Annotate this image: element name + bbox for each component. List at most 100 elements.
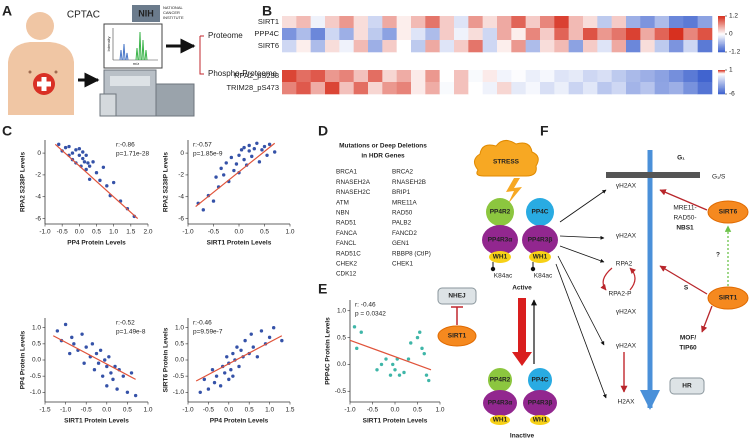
point [397, 373, 402, 377]
panel-label: B [262, 3, 272, 19]
y-axis-label: RPA2 S238P Levels [20, 152, 27, 212]
y-tick-label: 0.5 [337, 334, 346, 341]
point [242, 145, 246, 150]
y-tick-label: -6 [178, 215, 184, 222]
heatmap-cell [511, 70, 526, 83]
heatmap-cell [353, 70, 369, 83]
x-axis-label: PP4 Protein Levels [210, 418, 269, 425]
heatmap-cell [296, 82, 311, 95]
heatmap-cell [669, 82, 684, 95]
heatmap-cell [654, 70, 670, 83]
colorbar-step [718, 82, 725, 84]
x-axis-label: SIRT1 Protein Levels [207, 240, 272, 247]
heatmap-cell [439, 28, 455, 41]
colorbar-step [718, 76, 725, 78]
point [223, 371, 227, 375]
point [384, 357, 388, 361]
diagram-label: PP4R2 [490, 377, 511, 384]
axis-label: Intensity [106, 37, 111, 52]
point [214, 374, 219, 378]
heatmap-cell [468, 70, 483, 83]
heatmap-cell [425, 16, 440, 29]
gene-name: BRCA2 [392, 169, 413, 176]
heatmap-cell [554, 82, 569, 95]
x-tick-label: -0.5 [203, 407, 215, 414]
colorbar-step [718, 85, 725, 87]
diagram-label: WH1 [533, 417, 548, 424]
diagram-label: γH2AX [616, 183, 637, 190]
bracket [199, 35, 204, 75]
heatmap-cell [339, 40, 354, 53]
point [273, 150, 277, 154]
colorbar-step [718, 36, 725, 38]
point [201, 208, 205, 212]
y-tick-label: -2 [178, 172, 184, 179]
heatmap-cell [368, 16, 383, 29]
y-tick-label: 0.5 [32, 341, 41, 348]
x-tick-label: -0.5 [208, 229, 220, 236]
heatmap-cell [497, 82, 512, 95]
point [355, 346, 359, 351]
point [81, 150, 85, 154]
heatmap-cell [439, 82, 455, 95]
gene-name: RAD50 [392, 209, 413, 216]
point [57, 142, 61, 147]
y-tick-label: -4 [35, 193, 41, 200]
point [133, 393, 138, 398]
point [359, 330, 363, 334]
heatmap-cell [683, 82, 698, 95]
panel-label: A [2, 3, 12, 19]
diagram-label: SIRT1 [719, 295, 738, 302]
diagram-label: PP4C [532, 209, 549, 216]
heatmap-cell [611, 40, 627, 53]
y-axis-label: PP4 Protein Levels [20, 330, 27, 389]
heatmap-cell [540, 40, 555, 53]
x-tick-label: -1.0 [182, 229, 194, 236]
colorbar-step [718, 22, 725, 24]
point [74, 148, 78, 152]
heatmap-cell [310, 70, 326, 83]
heatmap-cell [396, 16, 412, 29]
diagram-label: RAD50- [673, 215, 696, 222]
heatmap-cell [439, 16, 455, 29]
x-axis-label: PP4 Protein Levels [67, 240, 126, 247]
heatmap-cell [339, 16, 354, 29]
gene-name: FANCA [336, 230, 358, 237]
y-tick-label: -1.0 [173, 389, 185, 396]
point [227, 377, 231, 382]
heatmap-cell [525, 82, 541, 95]
colorbar-step [718, 40, 725, 42]
row-label: TRIM28_pS473 [226, 83, 279, 92]
diagram-label: S [684, 285, 689, 292]
colorbar-step [718, 73, 725, 75]
colorbar-step [718, 74, 725, 76]
source-label: CPTAC [67, 10, 100, 21]
y-tick-label: 0.5 [175, 341, 184, 348]
heatmap-cell [282, 28, 297, 41]
annotation: r:-0.52 [116, 320, 135, 327]
y-tick-label: 0 [180, 150, 184, 157]
panel-label: F [540, 123, 549, 139]
heatmap-cell [296, 28, 311, 41]
heatmap-cell [325, 16, 340, 29]
gene-name: RAD51C [336, 250, 361, 257]
point [231, 374, 235, 378]
point [252, 147, 256, 151]
point [247, 149, 251, 153]
colorbar-step [718, 43, 725, 46]
colorbar-label: -6 [729, 91, 735, 98]
annotation: p=1.49e-8 [116, 329, 146, 336]
point [262, 144, 267, 149]
heatmap-cell [511, 16, 526, 29]
x-tick-label: -1.0 [182, 407, 194, 414]
heatmap-cell [683, 16, 698, 29]
point [229, 367, 233, 372]
heatmap-cell [310, 40, 326, 53]
colorbar-label: 1 [729, 67, 733, 74]
x-tick-label: 0.5 [260, 229, 269, 236]
x-tick-label: 0.5 [92, 229, 101, 236]
point [107, 355, 111, 359]
colorbar-step [718, 89, 725, 91]
colorbar-step [718, 30, 725, 32]
diagram-label: SIRT6 [719, 209, 738, 216]
